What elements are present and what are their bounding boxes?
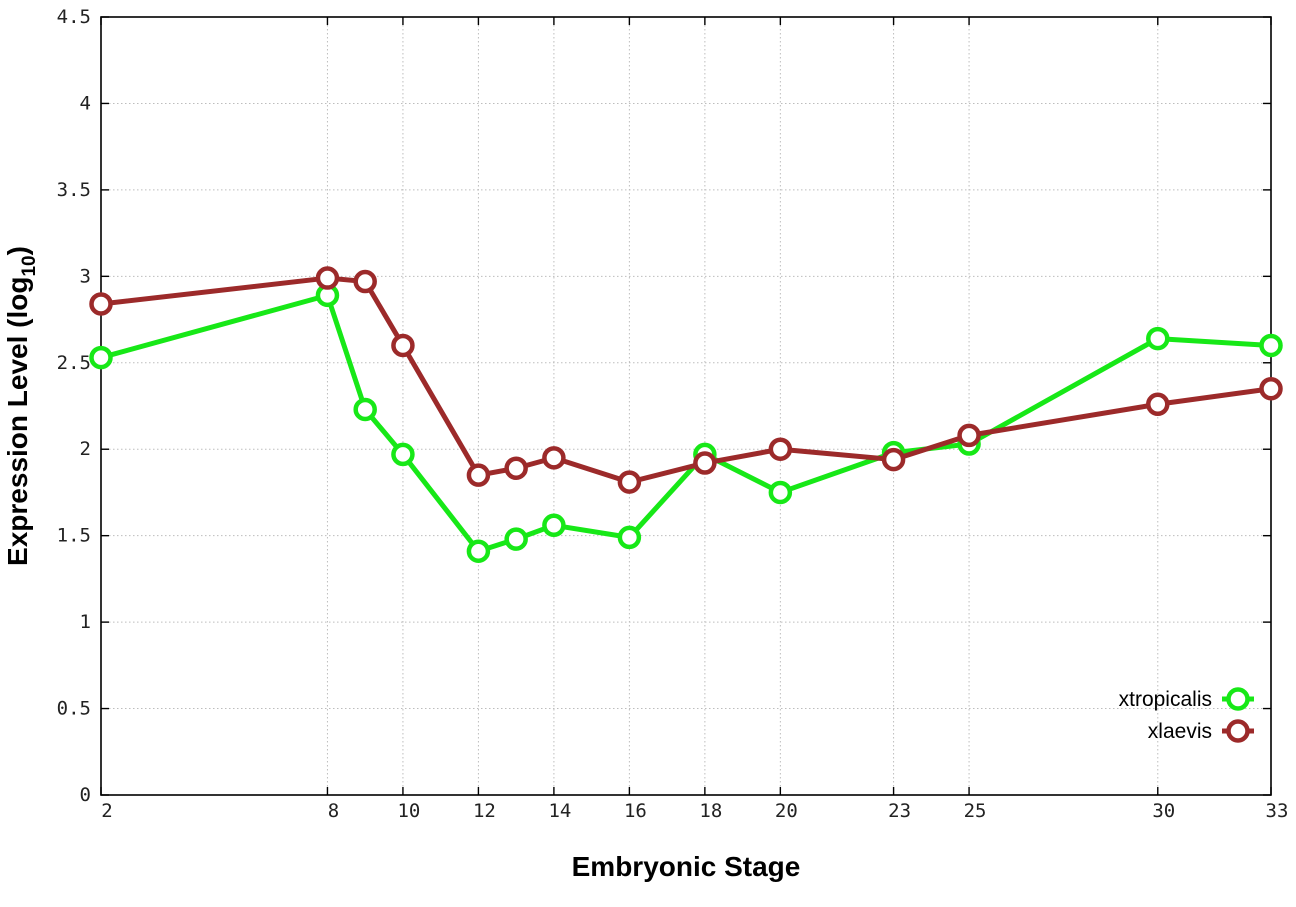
x-tick-label: 20 xyxy=(775,800,798,822)
y-tick-label: 3 xyxy=(80,265,91,287)
x-tick-label: 30 xyxy=(1152,800,1175,822)
x-tick-label: 8 xyxy=(328,800,339,822)
x-tick-label: 16 xyxy=(624,800,647,822)
y-tick-label: 1 xyxy=(80,611,91,633)
data-point-xtropicalis xyxy=(1259,333,1283,358)
data-point-xtropicalis xyxy=(391,442,415,467)
x-tick-label: 18 xyxy=(699,800,722,822)
data-point-xtropicalis xyxy=(353,397,377,422)
data-point-xtropicalis xyxy=(1146,326,1170,351)
y-tick-label: 2.5 xyxy=(57,352,91,374)
y-axis-title: Expression Level (log10) xyxy=(2,246,40,566)
legend-label-xlaevis: xlaevis xyxy=(1148,720,1212,743)
data-point-xlaevis xyxy=(504,456,528,480)
data-point-xlaevis xyxy=(881,447,906,472)
x-tick-label: 12 xyxy=(473,800,496,822)
data-point-xtropicalis xyxy=(768,480,793,505)
y-axis-title-subscript: 10 xyxy=(19,255,40,276)
x-tick-label: 23 xyxy=(888,800,911,822)
data-point-xlaevis xyxy=(957,423,981,448)
data-point-xtropicalis xyxy=(617,525,642,550)
legend-label-xtropicalis: xtropicalis xyxy=(1119,688,1212,711)
y-tick-label: 3.5 xyxy=(57,179,91,201)
y-tick-label: 4.5 xyxy=(57,6,91,28)
y-tick-label: 2 xyxy=(80,438,91,460)
series-xlaevis xyxy=(89,266,1283,494)
axis-ticks: 0 0.5 1 1.5 2 2.5 3 3.5 4 4.5 2 8 10 12 14 16 18 20 23 25 30… xyxy=(57,6,1289,822)
data-point-xlaevis xyxy=(1146,392,1170,417)
data-point-xlaevis xyxy=(391,333,415,358)
series-layer xyxy=(89,266,1283,563)
y-tick-label: 4 xyxy=(80,92,91,114)
x-tick-label: 10 xyxy=(397,800,420,822)
data-point-xlaevis xyxy=(693,451,717,475)
y-axis-title-main: Expression Level (log xyxy=(2,277,33,566)
data-point-xtropicalis xyxy=(466,539,491,563)
x-tick-label: 33 xyxy=(1266,800,1289,822)
x-tick-label: 2 xyxy=(101,800,112,822)
data-point-xlaevis xyxy=(89,292,113,316)
data-point-xtropicalis xyxy=(89,345,113,370)
x-tick-label: 25 xyxy=(964,800,987,822)
data-point-xlaevis xyxy=(768,437,793,461)
data-point-xlaevis xyxy=(1259,376,1283,401)
series-line-xlaevis xyxy=(100,275,1272,485)
plot-frame xyxy=(100,16,1272,796)
y-tick-label: 1.5 xyxy=(57,525,91,547)
y-tick-label: 0.5 xyxy=(57,698,91,720)
data-point-xlaevis xyxy=(353,269,377,294)
legend: xtropicalis xlaevis xyxy=(1119,687,1254,743)
x-axis-title: Embryonic Stage xyxy=(572,851,801,882)
series-xtropicalis xyxy=(89,283,1283,563)
data-point-xtropicalis xyxy=(504,527,528,551)
legend-marker-xlaevis xyxy=(1226,719,1250,743)
x-tick-label: 14 xyxy=(548,800,571,822)
data-point-xlaevis xyxy=(466,463,491,487)
data-point-xlaevis xyxy=(542,446,566,470)
data-point-xlaevis xyxy=(617,470,642,494)
y-axis-title-close: ) xyxy=(2,246,33,255)
legend-marker-xtropicalis xyxy=(1226,687,1250,711)
data-point-xlaevis xyxy=(315,266,340,290)
grid xyxy=(101,17,1271,795)
data-point-xtropicalis xyxy=(542,513,566,538)
y-tick-label: 0 xyxy=(80,784,91,806)
series-line-xtropicalis xyxy=(100,292,1272,554)
